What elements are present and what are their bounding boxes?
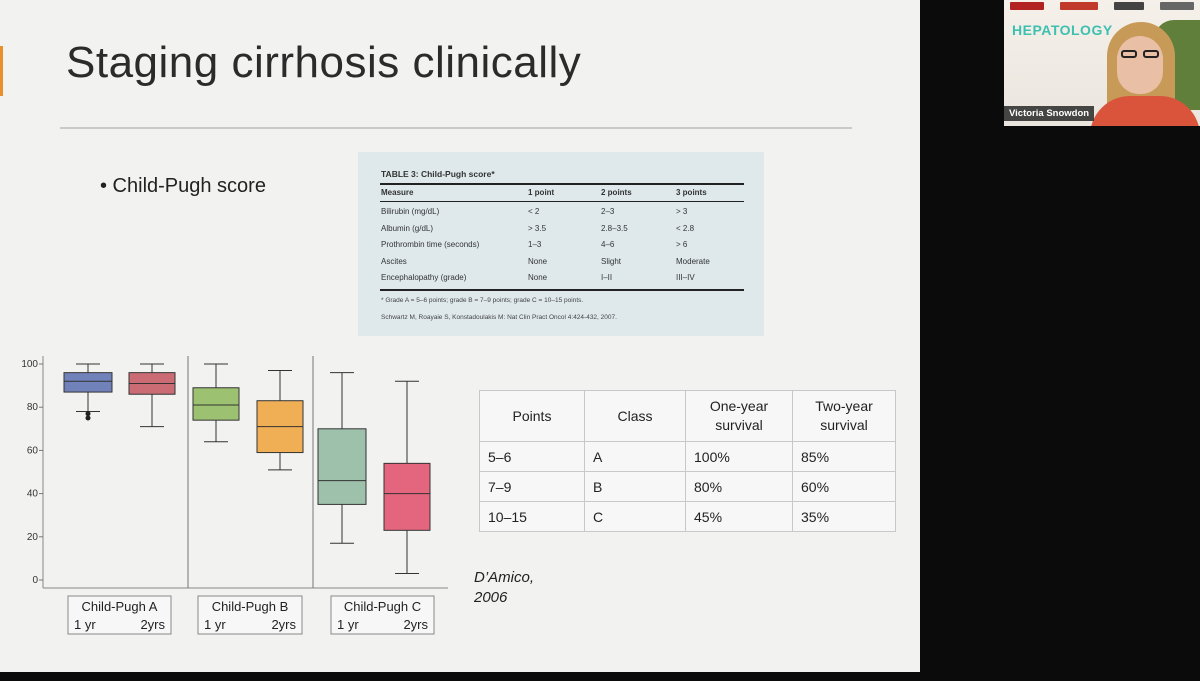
survival-header-cell: Two-year survival [792, 390, 896, 442]
bullet-child-pugh: • Child-Pugh score [100, 175, 266, 197]
survival-table-cell: B [584, 471, 686, 502]
group-label: Child-Pugh A [82, 599, 158, 614]
participant-name-label: Victoria Snowdon [1004, 106, 1095, 121]
cp-table-row: Ascites None Slight Moderate [381, 257, 741, 269]
cp-table-cell: Encephalopathy (grade) [381, 273, 467, 282]
box [192, 387, 240, 421]
group-sub-label: 1 yr [204, 617, 226, 632]
group-label-box [330, 595, 435, 635]
cp-header-cell: 3 points [676, 188, 707, 197]
box [63, 372, 113, 393]
box [383, 462, 431, 531]
survival-table-cell: 45% [685, 501, 793, 532]
title-divider [60, 127, 852, 129]
cp-table-cell: Ascites [381, 256, 407, 266]
cp-table-header-rule [380, 201, 744, 202]
survival-table-cell: 35% [792, 501, 896, 532]
group-label: Child-Pugh C [344, 599, 421, 614]
survival-boxplot: 0 20 40 60 80 100 Child-Pugh A 1 yr 2yrs Child-Pu… [21, 356, 448, 635]
cp-table-cell: Moderate [676, 256, 710, 266]
survival-table-cell: 80% [685, 471, 793, 502]
cp-table-cell: Prothrombin time (seconds) [381, 240, 480, 249]
child-pugh-table-image: TABLE 3: Child-Pugh score* Measure 1 point… [358, 152, 764, 336]
group-sub-label: 2yrs [403, 617, 428, 632]
survival-table-cell: A [584, 441, 686, 472]
group-sub-label: 2yrs [271, 617, 296, 632]
outlier-point [85, 411, 91, 417]
y-tick-label: 80 [27, 402, 39, 413]
sponsor-logos [1010, 0, 1196, 12]
cp-table-row: Albumin (g/dL) > 3.5 2.8–3.5 < 2.8 [381, 224, 741, 236]
survival-table-header: Points Class One-year survival Two-year survi… [479, 390, 896, 442]
cp-header-cell: 2 points [601, 188, 632, 197]
cp-table-cell: III–IV [676, 273, 695, 282]
y-tick-label: 0 [32, 575, 38, 586]
group-label-box [67, 595, 172, 635]
cp-table-cell: > 3.5 [528, 223, 547, 233]
cp-table-title: TABLE 3: Child-Pugh score* [381, 169, 495, 179]
survival-table-row: 5–6 A 100% 85% [479, 441, 896, 472]
cp-table-cell: None [528, 256, 548, 266]
webcam-banner: HEPATOLOGY [1012, 22, 1113, 38]
survival-table-cell: 60% [792, 471, 896, 502]
group-sub-label: 1 yr [74, 617, 96, 632]
cp-table-bottom-rule [380, 289, 744, 291]
cp-table-cell: < 2 [528, 207, 540, 216]
cp-table-header: Measure 1 point 2 points 3 points [381, 188, 741, 200]
survival-table-cell: 10–15 [479, 501, 585, 532]
cp-header-cell: 1 point [528, 188, 555, 197]
survival-table-cell: C [584, 501, 686, 532]
cp-table-cell: 4–6 [601, 240, 615, 249]
y-tick-label: 60 [27, 445, 39, 456]
cp-table-source: Schwartz M, Roayaie S, Konstadoulakis M:… [381, 314, 617, 321]
cp-table-row: Encephalopathy (grade) None I–II III–IV [381, 273, 741, 285]
survival-table: Points Class One-year survival Two-year survi… [479, 390, 896, 532]
slide: Staging cirrhosis clinically • Child-Pug… [0, 0, 920, 672]
survival-table-cell: 7–9 [479, 471, 585, 502]
survival-table-cell: 100% [685, 441, 793, 472]
survival-header-cell: One-year survival [685, 390, 793, 442]
cp-table-cell: 2.8–3.5 [601, 223, 628, 233]
cp-table-row: Prothrombin time (seconds) 1–3 4–6 > 6 [381, 240, 741, 252]
cp-table-footnote: * Grade A = 5–6 points; grade B = 7–9 po… [381, 297, 584, 304]
cp-table-cell: I–II [601, 273, 613, 282]
cp-table-cell: > 6 [676, 240, 688, 249]
cp-table-cell: > 3 [676, 207, 688, 216]
cp-table-cell: Albumin (g/dL) [381, 223, 434, 233]
outlier-point [85, 415, 91, 421]
survival-table-cell: 5–6 [479, 441, 585, 472]
y-tick-label: 20 [27, 532, 39, 543]
y-tick-label: 40 [27, 489, 39, 500]
cp-table-cell: 1–3 [528, 240, 542, 249]
cp-table-cell: Slight [601, 256, 622, 266]
survival-header-cell: Points [479, 390, 585, 442]
survival-table-cell: 85% [792, 441, 896, 472]
survival-header-cell: Class [584, 390, 686, 442]
cp-table-top-rule [380, 183, 744, 185]
cp-table-cell: Bilirubin (mg/dL) [381, 207, 440, 216]
box [317, 428, 367, 505]
cp-table-row: Bilirubin (mg/dL) < 2 2–3 > 3 [381, 207, 741, 219]
y-tick-label: 100 [21, 359, 38, 370]
slide-accent-bar [0, 46, 3, 96]
group-label: Child-Pugh B [212, 599, 289, 614]
survival-table-row: 7–9 B 80% 60% [479, 471, 896, 502]
cp-table-cell: None [528, 273, 548, 282]
group-sub-label: 1 yr [337, 617, 359, 632]
cp-table-cell: 2–3 [601, 207, 615, 216]
cp-header-cell: Measure [381, 188, 414, 197]
webcam-video-tile[interactable]: HEPATOLOGY Victoria Snowdon [1004, 0, 1200, 126]
cp-table-cell: < 2.8 [676, 223, 695, 233]
slide-title: Staging cirrhosis clinically [66, 38, 582, 87]
survival-table-row: 10–15 C 45% 35% [479, 501, 896, 532]
citation: D’Amico, 2006 [474, 569, 535, 606]
group-label-box [197, 595, 303, 635]
group-sub-label: 2yrs [140, 617, 165, 632]
